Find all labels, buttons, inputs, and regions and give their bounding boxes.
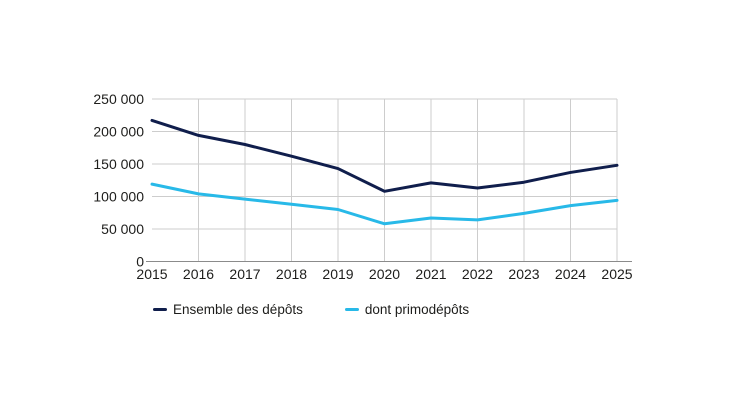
x-axis-tick-label: 2018 xyxy=(276,266,307,282)
legend-label-ensemble: Ensemble des dépôts xyxy=(173,302,303,317)
x-axis-tick-label: 2019 xyxy=(322,266,353,282)
series-line-1 xyxy=(150,182,619,226)
y-axis-tick-label: 200 000 xyxy=(93,124,144,140)
chart-legend: Ensemble des dépôts dont primodépôts xyxy=(153,302,469,317)
y-axis-tick-label: 250 000 xyxy=(93,91,144,107)
legend-item-primodepots: dont primodépôts xyxy=(344,302,470,317)
x-axis-tick-label: 2017 xyxy=(229,266,260,282)
legend-label-primodepots: dont primodépôts xyxy=(364,302,470,317)
series-line-0 xyxy=(150,118,619,193)
legend-swatch-primodepots xyxy=(344,308,359,311)
legend-swatch-ensemble xyxy=(153,308,167,311)
y-axis-tick-label: 150 000 xyxy=(93,156,144,172)
y-axis-tick-label: 50 000 xyxy=(101,221,144,237)
x-axis-tick-label: 2016 xyxy=(183,266,214,282)
y-axis-tick-label: 0 xyxy=(136,254,144,270)
x-axis-tick-label: 2021 xyxy=(415,266,446,282)
legend-item-ensemble: Ensemble des dépôts xyxy=(153,302,303,317)
x-axis-tick-label: 2025 xyxy=(601,266,632,282)
x-axis-tick-label: 2023 xyxy=(508,266,539,282)
y-axis-tick-label: 100 000 xyxy=(93,189,144,205)
x-axis-tick-label: 2024 xyxy=(555,266,586,282)
x-axis-tick-label: 2015 xyxy=(136,266,167,282)
x-axis-tick-label: 2020 xyxy=(369,266,400,282)
x-axis-tick-label: 2022 xyxy=(462,266,493,282)
